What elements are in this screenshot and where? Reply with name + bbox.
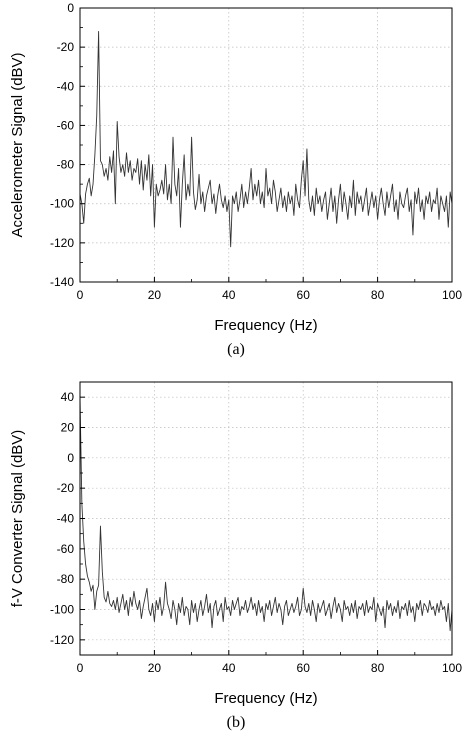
chart-a-x-tick-label: 60 bbox=[297, 288, 311, 302]
chart-b-x-tick-label: 100 bbox=[442, 661, 462, 675]
chart-a-series-line bbox=[79, 31, 453, 248]
chart-a-x-tick-label: 40 bbox=[222, 288, 236, 302]
chart-a-x-tick-label: 20 bbox=[148, 288, 162, 302]
chart-b-y-tick-label: -120 bbox=[50, 633, 74, 647]
chart-a-y-tick-label: -140 bbox=[50, 275, 74, 289]
chart-b-y-tick-label: 20 bbox=[61, 421, 75, 435]
chart-b-y-tick-label: -20 bbox=[57, 481, 75, 495]
chart-b: 0 20 40 60 80 100 -120 -100 -80 -60 -40 -20 0 20 40 Fre… bbox=[9, 381, 462, 731]
chart-a-y-tick-label: 0 bbox=[67, 1, 74, 15]
chart-a-y-tick-label: -40 bbox=[57, 79, 75, 93]
chart-a-y-tick-label: -100 bbox=[50, 197, 74, 211]
chart-a-y-tick-label: -20 bbox=[57, 40, 75, 54]
chart-b-y-tick-label: 40 bbox=[61, 390, 75, 404]
chart-a-y-tick-label: -80 bbox=[57, 158, 75, 172]
chart-b-x-axis-label: Frequency (Hz) bbox=[214, 690, 317, 707]
chart-b-x-tick-label: 60 bbox=[297, 661, 311, 675]
chart-a-y-tick-label: -120 bbox=[50, 236, 74, 250]
chart-b-series-line bbox=[79, 397, 453, 632]
chart-a-x-tick-label: 0 bbox=[77, 288, 84, 302]
chart-b-y-tick-label: -60 bbox=[57, 542, 75, 556]
chart-b-y-tick-label: -40 bbox=[57, 512, 75, 526]
chart-a-caption: (a) bbox=[227, 341, 245, 358]
chart-b-x-tick-label: 40 bbox=[222, 661, 236, 675]
chart-b-x-tick-label: 20 bbox=[148, 661, 162, 675]
chart-a-y-axis-label: Accelerometer Signal (dBV) bbox=[9, 52, 26, 237]
chart-a-x-tick-label: 80 bbox=[371, 288, 385, 302]
chart-a-plot-frame bbox=[79, 7, 453, 283]
chart-b-x-tick-label: 80 bbox=[371, 661, 385, 675]
chart-a: 0 20 40 60 80 100 -140 -120 -100 -80 -60 -40 -20 0 Fre… bbox=[9, 1, 462, 358]
chart-b-y-tick-label: -100 bbox=[50, 603, 74, 617]
chart-b-y-tick-label: 0 bbox=[67, 451, 74, 465]
chart-b-y-tick-label: -80 bbox=[57, 572, 75, 586]
chart-b-x-tick-label: 0 bbox=[77, 661, 84, 675]
chart-a-y-tick-label: -60 bbox=[57, 118, 75, 132]
chart-a-x-axis-label: Frequency (Hz) bbox=[214, 317, 317, 334]
chart-a-x-tick-label: 100 bbox=[442, 288, 462, 302]
chart-b-y-axis-label: f-V Converter Signal (dBV) bbox=[9, 430, 26, 608]
chart-b-caption: (b) bbox=[227, 714, 246, 731]
